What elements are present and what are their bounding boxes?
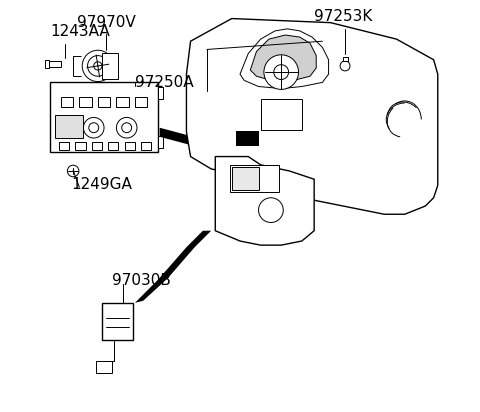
Circle shape [259, 198, 283, 222]
Bar [102, 53, 119, 79]
Text: 1243AA: 1243AA [50, 24, 110, 39]
Polygon shape [250, 35, 316, 80]
Circle shape [117, 117, 137, 138]
Circle shape [264, 55, 299, 89]
Bar [343, 57, 348, 61]
Bar [79, 97, 92, 107]
Text: 1249GA: 1249GA [71, 177, 132, 192]
Text: 97970V: 97970V [77, 15, 135, 30]
Bar [61, 97, 73, 107]
Bar [157, 87, 163, 99]
Bar [92, 142, 102, 150]
Polygon shape [186, 19, 438, 214]
Bar [157, 136, 163, 148]
Circle shape [82, 50, 113, 82]
Bar [102, 303, 133, 340]
Circle shape [122, 123, 132, 133]
Circle shape [94, 62, 102, 70]
Bar [96, 360, 112, 373]
Bar [135, 97, 147, 107]
Polygon shape [216, 157, 314, 245]
Circle shape [87, 56, 108, 76]
Circle shape [340, 61, 350, 71]
Circle shape [67, 165, 79, 177]
Text: 97030B: 97030B [112, 274, 171, 288]
Bar [232, 167, 259, 190]
Bar [50, 82, 157, 152]
Text: 97250A: 97250A [135, 75, 193, 90]
Bar [75, 142, 85, 150]
Bar [47, 61, 61, 67]
Polygon shape [135, 231, 211, 303]
Bar [141, 142, 151, 150]
Bar [59, 142, 69, 150]
Bar [45, 60, 49, 68]
Polygon shape [160, 128, 240, 163]
Bar [125, 142, 135, 150]
Bar [108, 142, 119, 150]
Polygon shape [240, 29, 329, 89]
Bar [236, 131, 259, 146]
Bar [230, 165, 279, 192]
Circle shape [274, 65, 288, 80]
Text: 97253K: 97253K [314, 9, 372, 24]
Bar [98, 97, 110, 107]
Bar [55, 115, 84, 138]
Circle shape [89, 123, 99, 133]
Bar [261, 99, 302, 130]
Circle shape [84, 117, 104, 138]
Bar [117, 97, 129, 107]
